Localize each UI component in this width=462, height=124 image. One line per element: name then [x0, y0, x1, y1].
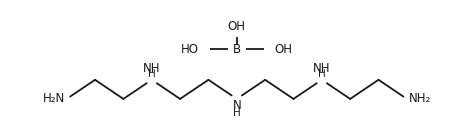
Text: H: H: [148, 69, 156, 79]
Text: N: N: [232, 99, 241, 112]
Text: NH: NH: [143, 62, 160, 75]
Text: OH: OH: [228, 20, 246, 33]
Text: NH₂: NH₂: [409, 92, 431, 105]
Text: NH: NH: [313, 62, 331, 75]
Text: HO: HO: [181, 43, 199, 56]
Text: OH: OH: [274, 43, 292, 56]
Text: H₂N: H₂N: [43, 92, 65, 105]
Text: H: H: [318, 69, 326, 79]
Text: H: H: [233, 108, 241, 118]
Text: B: B: [233, 43, 241, 56]
